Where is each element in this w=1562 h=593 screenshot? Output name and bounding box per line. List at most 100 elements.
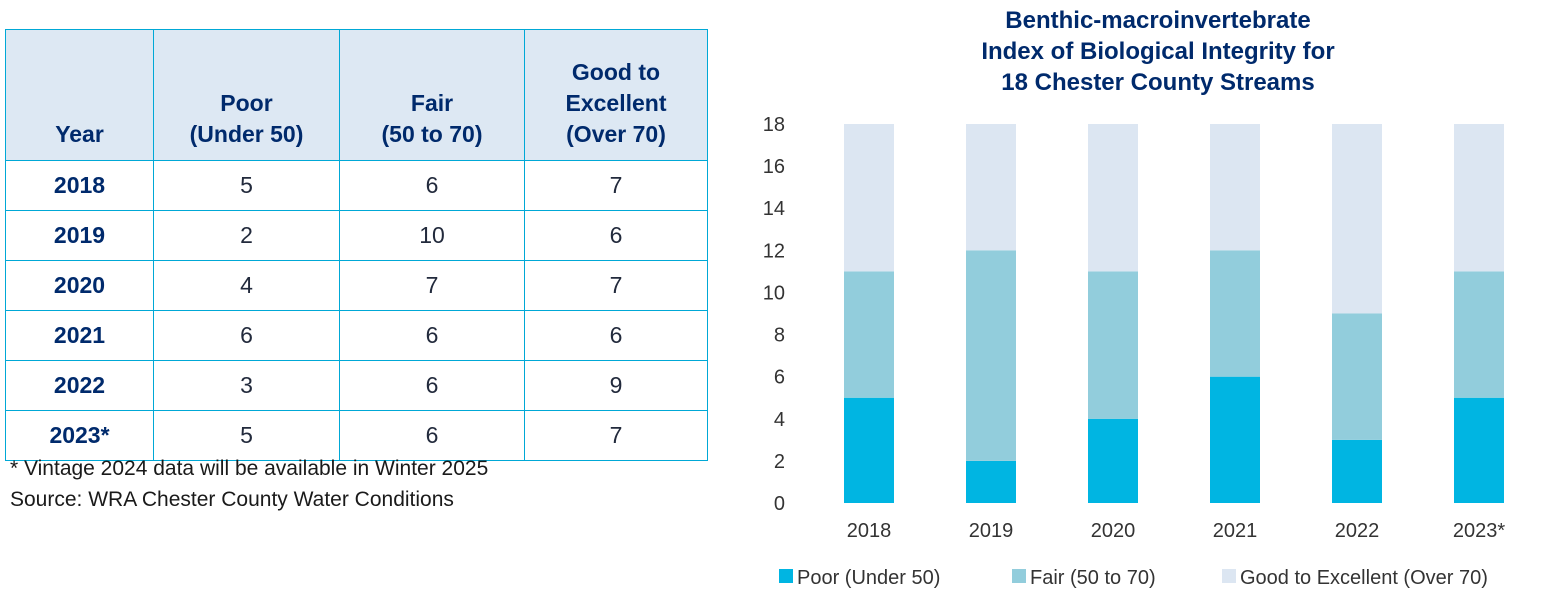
cell-year: 2020 bbox=[5, 260, 154, 311]
bar-segment-good bbox=[966, 124, 1016, 251]
cell-good: 7 bbox=[524, 160, 708, 211]
cell-poor: 3 bbox=[153, 360, 340, 411]
legend-swatch bbox=[779, 569, 793, 583]
table-row: 2019 2 10 6 bbox=[5, 210, 708, 261]
cell-poor: 4 bbox=[153, 260, 340, 311]
x-tick-label: 2019 bbox=[969, 520, 1014, 542]
y-tick-label: 8 bbox=[774, 325, 785, 347]
data-table: Year Poor (Under 50) Fair (50 to 70) Goo… bbox=[5, 29, 708, 461]
cell-good: 9 bbox=[524, 360, 708, 411]
legend-swatch bbox=[1012, 569, 1026, 583]
x-tick-label: 2021 bbox=[1213, 520, 1258, 542]
cell-fair: 7 bbox=[339, 260, 525, 311]
chart-title: Benthic-macroinvertebrate Index of Biolog… bbox=[981, 7, 1334, 96]
header-fair: Fair (50 to 70) bbox=[339, 29, 525, 161]
bar-segment-good bbox=[844, 124, 894, 272]
cell-good: 7 bbox=[524, 410, 708, 461]
bar-segment-poor bbox=[1332, 439, 1382, 503]
bars bbox=[844, 124, 1504, 503]
y-tick-label: 6 bbox=[774, 367, 785, 389]
bar-segment-poor bbox=[844, 397, 894, 503]
header-line: (50 to 70) bbox=[381, 121, 483, 147]
header-line: Year bbox=[55, 121, 104, 147]
table-header-row: Year Poor (Under 50) Fair (50 to 70) Goo… bbox=[5, 29, 708, 161]
table-row: 2020 4 7 7 bbox=[5, 260, 708, 311]
vintage-footnote: * Vintage 2024 data will be available in… bbox=[10, 457, 489, 480]
cell-good: 6 bbox=[524, 210, 708, 261]
cell-fair: 6 bbox=[339, 360, 525, 411]
legend-label: Poor (Under 50) bbox=[797, 567, 940, 589]
bar-segment-good bbox=[1454, 124, 1504, 272]
table-row: 2023* 5 6 7 bbox=[5, 410, 708, 461]
cell-year: 2021 bbox=[5, 310, 154, 361]
stacked-bar-chart: Benthic-macroinvertebrate Index of Biolog… bbox=[763, 7, 1506, 589]
cell-year: 2022 bbox=[5, 360, 154, 411]
cell-fair: 6 bbox=[339, 160, 525, 211]
y-tick-label: 16 bbox=[763, 156, 785, 178]
header-line: Fair bbox=[410, 90, 454, 116]
bar-segment-fair bbox=[966, 250, 1016, 461]
y-tick-label: 14 bbox=[763, 198, 785, 220]
bar-stack-2020 bbox=[1088, 124, 1138, 503]
cell-year: 2023* bbox=[5, 410, 154, 461]
header-year: Year bbox=[5, 29, 154, 161]
bar-stack-2019 bbox=[966, 124, 1016, 503]
y-tick-label: 4 bbox=[774, 409, 785, 431]
cell-fair: 10 bbox=[339, 210, 525, 261]
chart-title-line: Benthic-macroinvertebrate bbox=[1005, 7, 1310, 34]
y-tick-label: 12 bbox=[763, 240, 785, 262]
cell-good: 6 bbox=[524, 310, 708, 361]
legend-label: Fair (50 to 70) bbox=[1030, 567, 1156, 589]
bar-stack-2023 bbox=[1454, 124, 1504, 503]
cell-poor: 5 bbox=[153, 160, 340, 211]
x-tick-label: 2018 bbox=[847, 520, 892, 542]
bar-segment-poor bbox=[966, 460, 1016, 503]
bar-segment-fair bbox=[844, 271, 894, 398]
cell-poor: 6 bbox=[153, 310, 340, 361]
x-axis: 2018 2019 2020 2021 2022 2023* bbox=[847, 520, 1506, 542]
chart-title-line: Index of Biological Integrity for bbox=[981, 38, 1334, 65]
cell-good: 7 bbox=[524, 260, 708, 311]
bar-segment-poor bbox=[1088, 418, 1138, 503]
x-tick-label: 2020 bbox=[1091, 520, 1136, 542]
bar-stack-2018 bbox=[844, 124, 894, 503]
bar-segment-fair bbox=[1332, 313, 1382, 440]
bar-segment-good bbox=[1088, 124, 1138, 272]
table-row: 2018 5 6 7 bbox=[5, 160, 708, 211]
x-tick-label: 2023* bbox=[1453, 520, 1505, 542]
bar-segment-fair bbox=[1454, 271, 1504, 398]
cell-poor: 5 bbox=[153, 410, 340, 461]
header-line: Poor bbox=[220, 90, 273, 116]
y-tick-label: 10 bbox=[763, 282, 785, 304]
chart-title-line: 18 Chester County Streams bbox=[1001, 69, 1314, 96]
y-tick-label: 18 bbox=[763, 114, 785, 136]
table-notes: * Vintage 2024 data will be available in… bbox=[10, 453, 488, 515]
y-tick-label: 2 bbox=[774, 451, 785, 473]
bar-stack-2021 bbox=[1210, 124, 1260, 503]
legend-swatch bbox=[1222, 569, 1236, 583]
cell-fair: 6 bbox=[339, 310, 525, 361]
header-line: (Over 70) bbox=[566, 121, 666, 147]
bar-segment-good bbox=[1210, 124, 1260, 251]
source-note: Source: WRA Chester County Water Conditi… bbox=[10, 488, 454, 511]
header-line: Good to bbox=[571, 59, 661, 85]
header-line: (Under 50) bbox=[189, 121, 304, 147]
cell-year: 2018 bbox=[5, 160, 154, 211]
header-good-to-excellent: Good to Excellent (Over 70) bbox=[524, 29, 708, 161]
header-poor: Poor (Under 50) bbox=[153, 29, 340, 161]
legend-label: Good to Excellent (Over 70) bbox=[1240, 567, 1488, 589]
x-tick-label: 2022 bbox=[1335, 520, 1380, 542]
bar-stack-2022 bbox=[1332, 124, 1382, 503]
cell-year: 2019 bbox=[5, 210, 154, 261]
header-line: Excellent bbox=[565, 90, 667, 116]
table-row: 2021 6 6 6 bbox=[5, 310, 708, 361]
table-row: 2022 3 6 9 bbox=[5, 360, 708, 411]
cell-poor: 2 bbox=[153, 210, 340, 261]
bar-segment-poor bbox=[1454, 397, 1504, 503]
bar-segment-fair bbox=[1088, 271, 1138, 419]
y-axis: 0 2 4 6 8 10 12 14 16 18 bbox=[763, 114, 785, 515]
bar-segment-fair bbox=[1210, 250, 1260, 377]
y-tick-label: 0 bbox=[774, 493, 785, 515]
chart-legend: Poor (Under 50) Fair (50 to 70) Good to Ex… bbox=[779, 567, 1488, 589]
bar-segment-good bbox=[1332, 124, 1382, 314]
